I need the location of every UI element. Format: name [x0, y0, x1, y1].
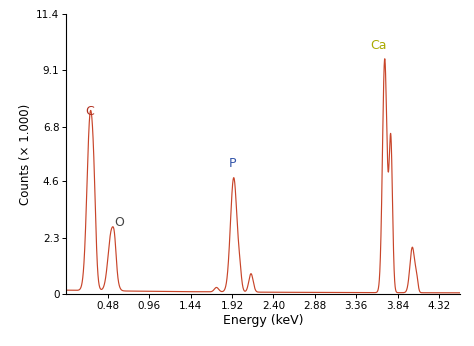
Y-axis label: Counts (× 1.000): Counts (× 1.000): [19, 103, 32, 204]
X-axis label: Energy (keV): Energy (keV): [223, 314, 303, 327]
Text: P: P: [228, 157, 236, 170]
Text: Ca: Ca: [370, 39, 387, 52]
Text: O: O: [115, 216, 125, 229]
Text: C: C: [85, 105, 94, 118]
